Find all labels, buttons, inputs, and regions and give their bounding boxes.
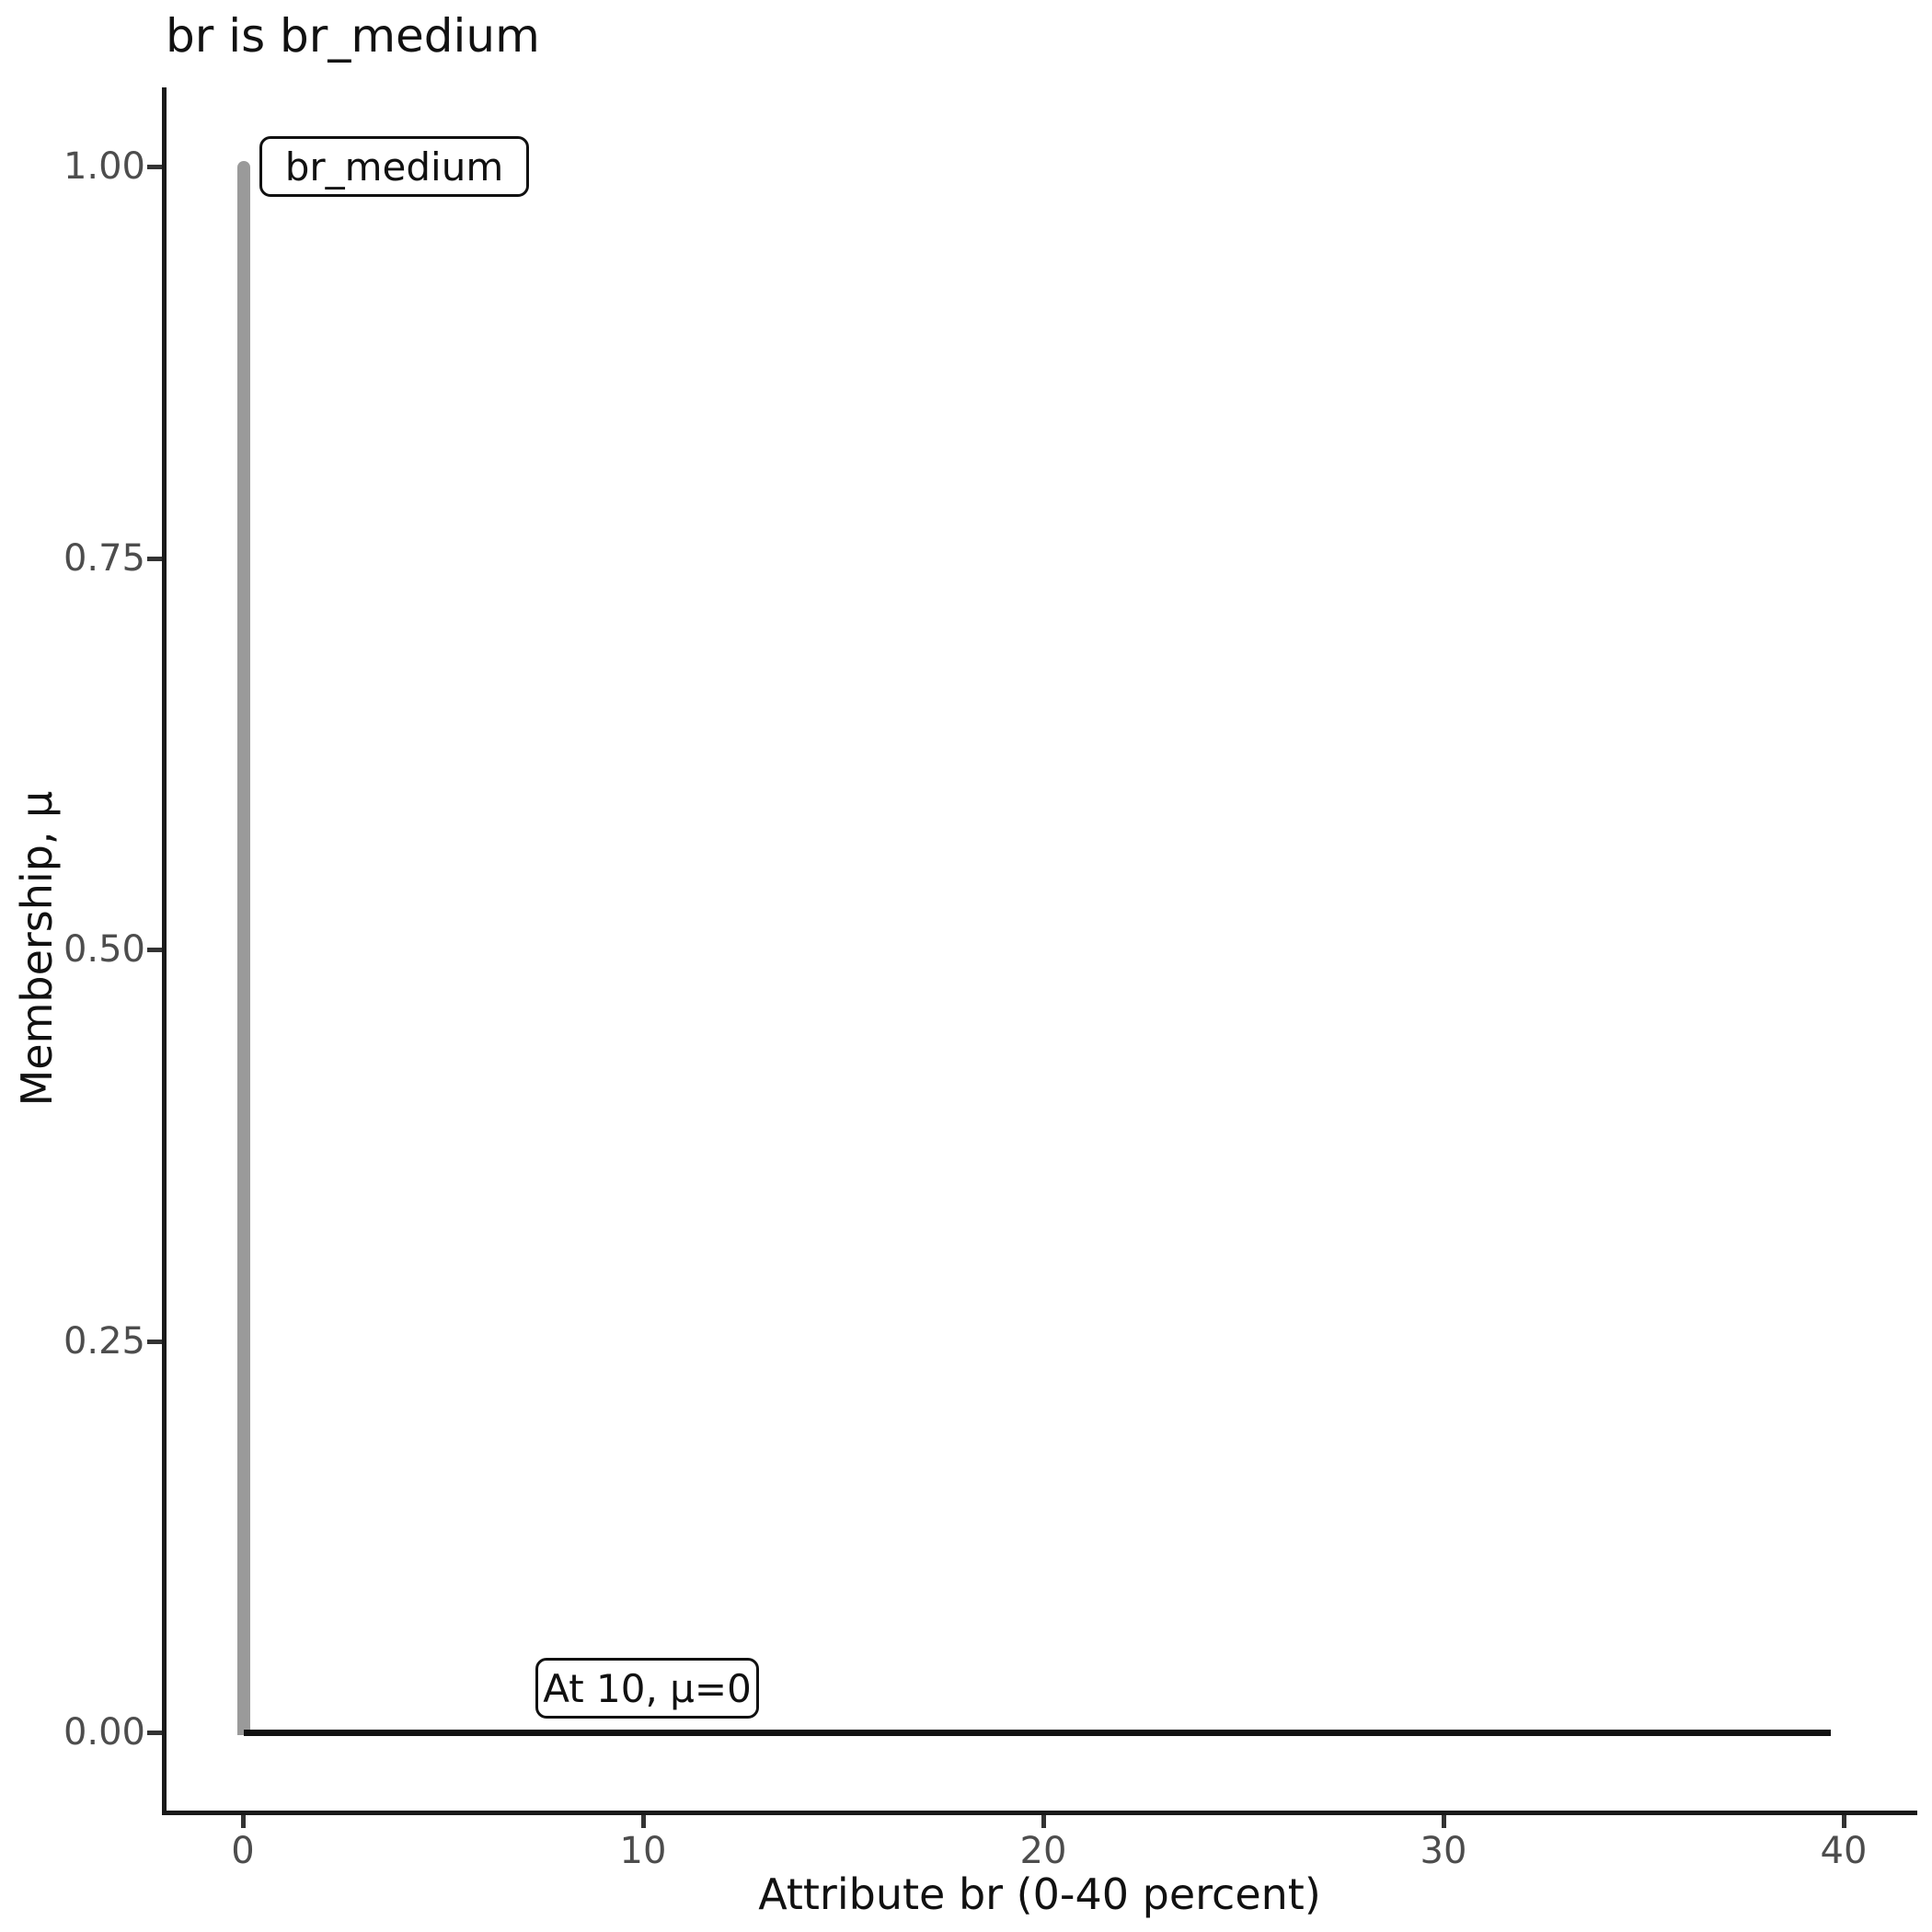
x-axis-title: Attribute br (0-40 percent) — [758, 1869, 1321, 1919]
y-tick-label-0.75: 0.75 — [63, 537, 145, 580]
y-tick-mark-0.50 — [147, 948, 162, 952]
annotation-box-at-10: At 10, μ=0 — [535, 1658, 759, 1719]
x-tick-mark-30 — [1442, 1815, 1446, 1828]
y-tick-mark-0.25 — [147, 1340, 162, 1344]
plot-title: br is br_medium — [166, 9, 540, 63]
y-tick-mark-0.00 — [147, 1731, 162, 1735]
x-tick-mark-0 — [241, 1815, 246, 1828]
y-tick-mark-1.00 — [147, 165, 162, 169]
x-tick-mark-40 — [1842, 1815, 1846, 1828]
baseline-line — [244, 1730, 1831, 1736]
x-tick-label-30: 30 — [1420, 1830, 1467, 1872]
x-tick-label-0: 0 — [231, 1830, 255, 1872]
y-tick-label-1.00: 1.00 — [63, 145, 145, 188]
x-tick-label-40: 40 — [1820, 1830, 1868, 1872]
y-tick-label-0.50: 0.50 — [63, 928, 145, 971]
x-tick-mark-20 — [1041, 1815, 1046, 1828]
annotation-br-medium-label: br_medium — [284, 144, 504, 190]
x-tick-label-20: 20 — [1019, 1830, 1067, 1872]
y-axis-line — [162, 87, 167, 1815]
membership-spike-line — [237, 161, 250, 1735]
y-tick-mark-0.75 — [147, 557, 162, 561]
annotation-at-10-label: At 10, μ=0 — [543, 1665, 752, 1711]
annotation-box-br-medium: br_medium — [259, 136, 529, 197]
x-tick-label-10: 10 — [619, 1830, 667, 1872]
y-tick-label-0.00: 0.00 — [63, 1711, 145, 1754]
y-tick-label-0.25: 0.25 — [63, 1320, 145, 1363]
x-axis-line — [162, 1811, 1917, 1815]
x-tick-mark-10 — [641, 1815, 646, 1828]
